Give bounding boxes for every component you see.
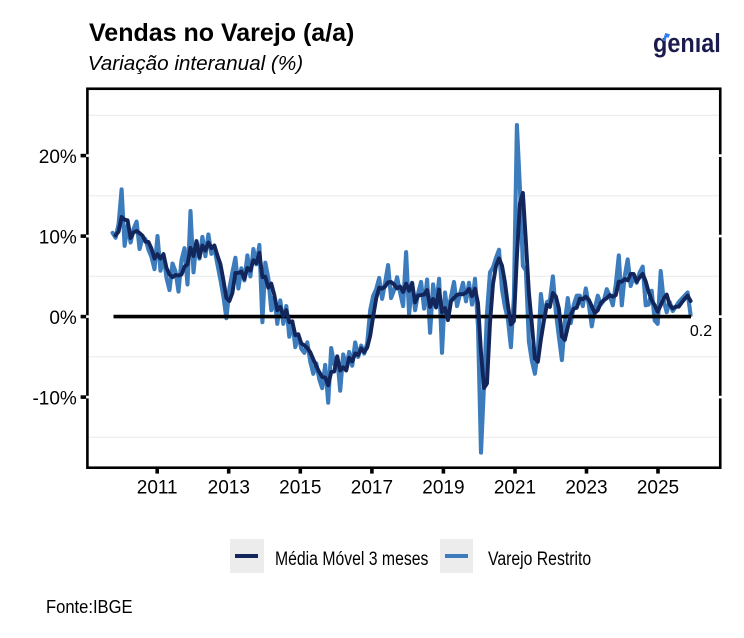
svg-text:2021: 2021 [494, 478, 536, 499]
svg-text:2013: 2013 [208, 478, 250, 499]
svg-text:2015: 2015 [279, 478, 321, 499]
svg-text:2017: 2017 [351, 478, 393, 499]
svg-text:2025: 2025 [637, 478, 679, 499]
svg-text:0%: 0% [49, 308, 77, 329]
svg-text:2023: 2023 [565, 478, 607, 499]
svg-text:0.2: 0.2 [690, 323, 712, 340]
svg-text:-10%: -10% [32, 389, 76, 410]
svg-text:20%: 20% [39, 147, 77, 168]
svg-text:2011: 2011 [137, 478, 178, 499]
svg-text:10%: 10% [39, 228, 77, 249]
svg-text:2019: 2019 [422, 478, 464, 499]
